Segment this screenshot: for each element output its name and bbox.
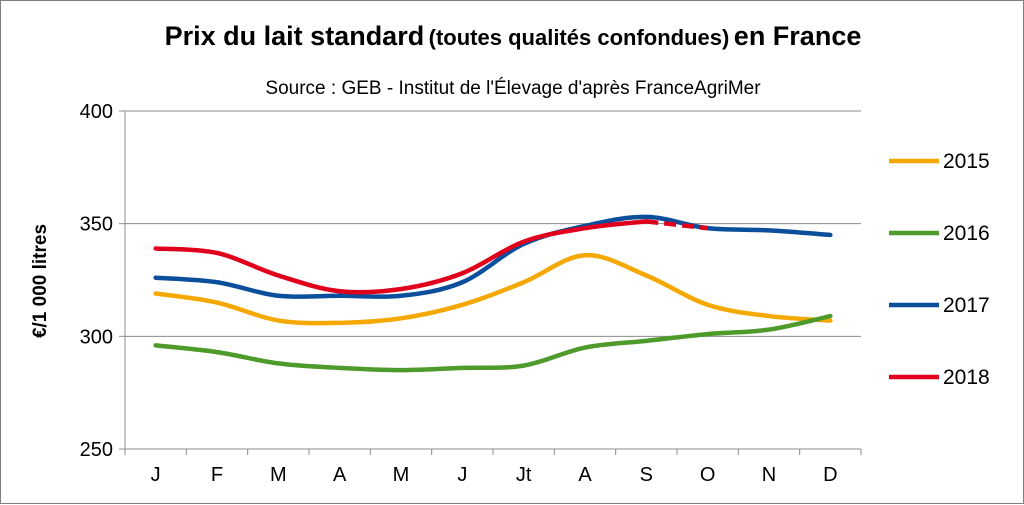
x-tick-label: D <box>823 464 837 486</box>
y-tick-label: 250 <box>80 439 113 461</box>
legend-label-2015: 2015 <box>943 150 990 173</box>
grid-lines <box>125 110 861 337</box>
x-tick-label: A <box>578 464 592 486</box>
x-tick-label: N <box>762 464 776 486</box>
x-tick-label: O <box>700 464 716 486</box>
x-tick-label: J <box>457 464 467 486</box>
x-tick-label: F <box>211 464 223 486</box>
chart-subtitle: Source : GEB - Institut de l'Élevage d'a… <box>265 78 761 99</box>
legend-label-2017: 2017 <box>943 294 990 317</box>
x-tick-label: M <box>270 464 287 486</box>
chart-title-paren: (toutes qualités confondues) <box>429 25 730 50</box>
legend: 2015 2016 2017 2018 <box>889 150 990 389</box>
y-tick-label: 400 <box>80 101 113 123</box>
y-tick-label: 300 <box>80 326 113 348</box>
x-tick-label: A <box>333 464 347 486</box>
series-line-2015 <box>153 252 833 326</box>
chart-title-suffix: en France <box>734 21 862 51</box>
y-axis-label: €/1 000 litres <box>30 224 51 338</box>
x-tick-label: J <box>151 464 161 486</box>
chart-title-main: Prix du lait standard <box>165 21 425 51</box>
series-line-2016 <box>153 313 833 373</box>
series-line-2018 <box>153 219 649 295</box>
x-tick-label: S <box>640 464 653 486</box>
axes: 250 300 350 400 J F M A M J Jt A S O N D <box>80 101 862 486</box>
legend-label-2016: 2016 <box>943 222 990 245</box>
series-line-2017 <box>153 214 833 300</box>
series-line-2018-estimate <box>646 219 708 231</box>
series-lines <box>153 214 833 373</box>
x-tick-label: M <box>393 464 410 486</box>
y-tick-label: 350 <box>80 214 113 236</box>
x-tick-label: Jt <box>516 464 532 486</box>
legend-label-2018: 2018 <box>943 366 990 389</box>
chart-title: Prix du lait standard (toutes qualités c… <box>165 21 862 51</box>
